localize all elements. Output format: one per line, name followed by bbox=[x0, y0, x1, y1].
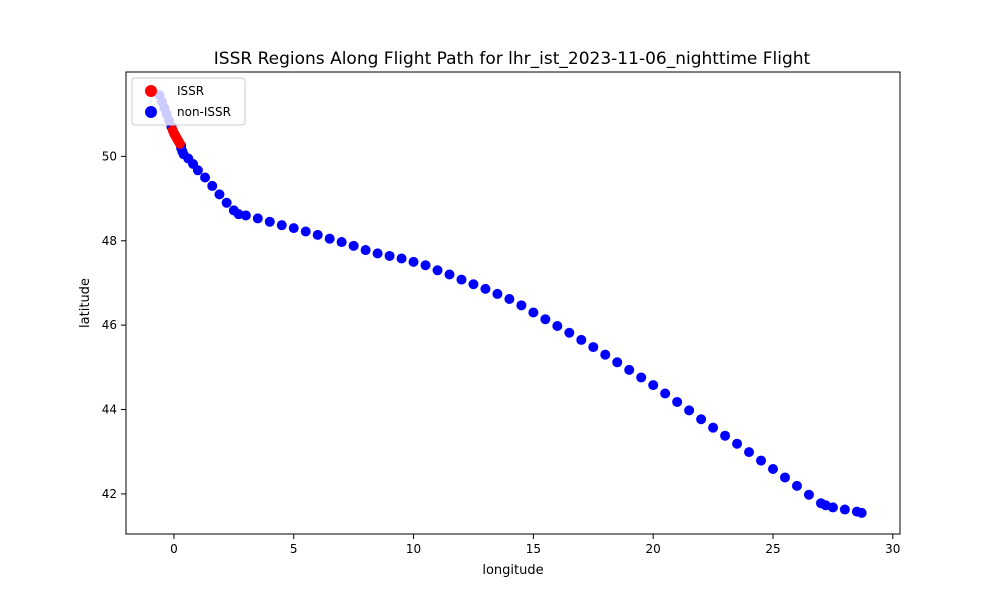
point-non-issr bbox=[779, 472, 790, 483]
point-non-issr bbox=[200, 172, 211, 183]
x-tick-label: 20 bbox=[646, 542, 661, 556]
point-non-issr bbox=[468, 279, 479, 290]
y-tick-label: 46 bbox=[102, 318, 117, 332]
x-tick-label: 15 bbox=[526, 542, 541, 556]
point-non-issr bbox=[540, 314, 551, 325]
point-non-issr bbox=[696, 414, 707, 425]
y-tick-label: 44 bbox=[102, 403, 117, 417]
point-non-issr bbox=[444, 269, 455, 280]
point-non-issr bbox=[856, 507, 867, 518]
point-non-issr bbox=[396, 253, 407, 264]
point-non-issr bbox=[720, 430, 731, 441]
point-non-issr bbox=[276, 220, 287, 231]
point-non-issr bbox=[252, 213, 263, 224]
point-non-issr bbox=[221, 197, 232, 208]
y-axis-label: latitude bbox=[78, 278, 93, 328]
x-tick-label: 5 bbox=[290, 542, 298, 556]
legend-box bbox=[131, 77, 246, 126]
point-non-issr bbox=[803, 489, 814, 500]
point-non-issr bbox=[264, 216, 275, 227]
plot-frame bbox=[125, 71, 901, 535]
point-non-issr bbox=[839, 504, 850, 515]
point-non-issr bbox=[192, 165, 203, 176]
legend-marker-issr bbox=[145, 85, 157, 97]
point-non-issr bbox=[791, 480, 802, 491]
point-non-issr bbox=[708, 422, 719, 433]
point-issr bbox=[174, 138, 185, 149]
chart-title: ISSR Regions Along Flight Path for lhr_i… bbox=[214, 49, 811, 69]
point-non-issr bbox=[588, 342, 599, 353]
x-axis-label: longitude bbox=[482, 563, 543, 578]
point-non-issr bbox=[504, 293, 515, 304]
x-axis-ticks: 0 5 10 15 20 25 30 bbox=[170, 534, 900, 556]
point-non-issr bbox=[336, 237, 347, 248]
point-non-issr bbox=[360, 245, 371, 256]
legend-label-non-issr: non-ISSR bbox=[177, 105, 231, 119]
legend-marker-non-issr bbox=[145, 106, 157, 118]
y-axis-ticks: 42 44 46 48 50 bbox=[102, 149, 126, 501]
point-non-issr bbox=[756, 455, 767, 466]
x-tick-label: 30 bbox=[885, 542, 900, 556]
point-non-issr bbox=[660, 388, 671, 399]
x-tick-label: 25 bbox=[765, 542, 780, 556]
point-non-issr bbox=[300, 226, 311, 237]
point-non-issr bbox=[207, 180, 218, 191]
point-non-issr bbox=[684, 405, 695, 416]
point-non-issr bbox=[420, 260, 431, 271]
point-non-issr bbox=[648, 380, 659, 391]
x-tick-label: 10 bbox=[406, 542, 421, 556]
point-non-issr bbox=[624, 364, 635, 375]
legend: ISSR non-ISSR bbox=[131, 77, 246, 126]
point-non-issr bbox=[408, 256, 419, 267]
y-tick-label: 42 bbox=[102, 487, 117, 501]
point-non-issr bbox=[348, 240, 359, 251]
point-non-issr bbox=[767, 464, 778, 475]
point-non-issr bbox=[432, 265, 443, 276]
point-non-issr bbox=[288, 223, 299, 234]
point-non-issr bbox=[492, 288, 503, 299]
x-tick-label: 0 bbox=[170, 542, 178, 556]
y-tick-label: 50 bbox=[102, 149, 117, 163]
plot-area bbox=[154, 90, 867, 518]
point-non-issr bbox=[312, 229, 323, 240]
point-non-issr bbox=[732, 438, 743, 449]
point-non-issr bbox=[576, 334, 587, 345]
point-non-issr bbox=[480, 283, 491, 294]
point-non-issr bbox=[456, 274, 467, 285]
point-non-issr bbox=[827, 502, 838, 513]
point-non-issr bbox=[612, 357, 623, 368]
legend-label-issr: ISSR bbox=[177, 84, 204, 98]
point-non-issr bbox=[324, 233, 335, 244]
point-non-issr bbox=[564, 327, 575, 338]
point-non-issr bbox=[672, 396, 683, 407]
point-non-issr bbox=[600, 349, 611, 360]
point-non-issr bbox=[240, 210, 251, 221]
point-non-issr bbox=[372, 248, 383, 259]
point-non-issr bbox=[552, 320, 563, 331]
point-non-issr bbox=[636, 372, 647, 383]
point-non-issr bbox=[516, 300, 527, 311]
point-non-issr bbox=[528, 307, 539, 318]
point-non-issr bbox=[384, 250, 395, 261]
y-tick-label: 48 bbox=[102, 234, 117, 248]
point-non-issr bbox=[214, 189, 225, 200]
point-non-issr bbox=[744, 447, 755, 458]
